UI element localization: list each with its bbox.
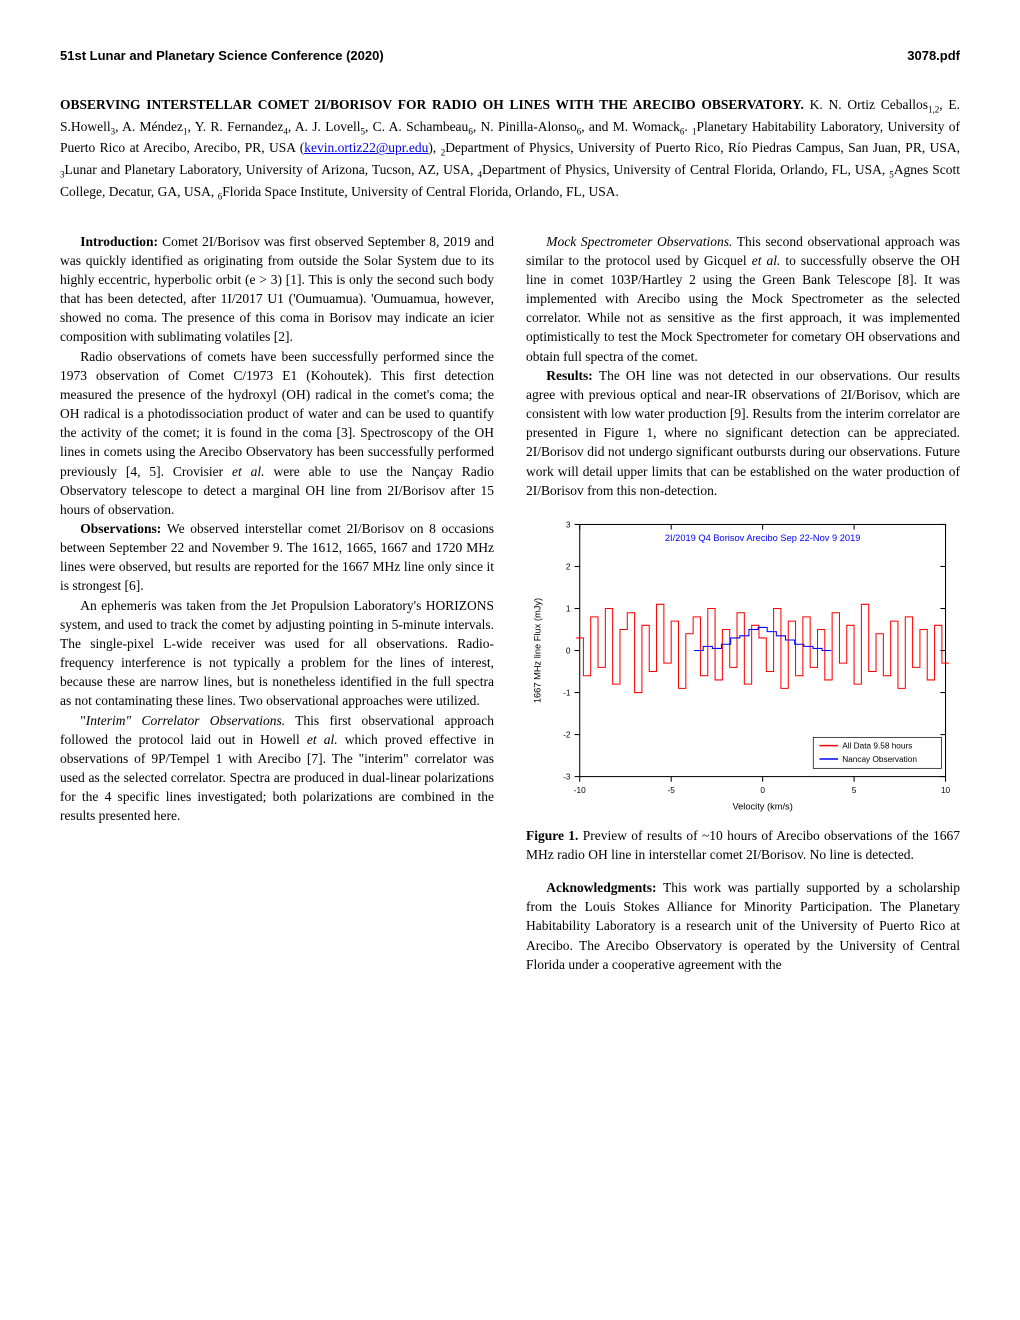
svg-text:-1: -1 [563,689,571,698]
observations-paragraph: Observations: We observed interstellar c… [60,519,494,596]
author-6: , C. A. Schambeau [365,119,468,134]
intro-heading: Introduction: [80,234,162,249]
svg-text:0: 0 [566,646,571,655]
radio-obs-paragraph: Radio observations of comets have been s… [60,347,494,519]
svg-text:Velocity (km/s): Velocity (km/s) [732,802,792,812]
affil-text-2: Department of Physics, University of Pue… [445,140,960,155]
title-block: OBSERVING INTERSTELLAR COMET 2I/BORISOV … [60,95,960,204]
intro-body: Comet 2I/Borisov was first observed Sept… [60,234,494,345]
svg-text:-2: -2 [563,731,571,740]
affil-text-3: Lunar and Planetary Laboratory, Universi… [65,162,478,177]
svg-text:-3: -3 [563,773,571,782]
etal-2: et al. [307,732,338,747]
affil-text-4: Department of Physics, University of Cen… [482,162,889,177]
results-body: The OH line was not detected in our obse… [526,368,960,498]
ephemeris-text: An ephemeris was taken from the Jet Prop… [60,598,494,709]
mock-text-b: to successfully observe the OH line in c… [526,253,960,364]
left-column: Introduction: Comet 2I/Borisov was first… [60,232,494,974]
affil-text-6: Florida Space Institute, University of C… [222,184,619,199]
intro-paragraph: Introduction: Comet 2I/Borisov was first… [60,232,494,347]
svg-text:0: 0 [760,786,765,795]
svg-text:Nancay Observation: Nancay Observation [842,755,917,764]
interim-heading: Interim" Correlator Observations. [86,713,285,728]
paper-title: OBSERVING INTERSTELLAR COMET 2I/BORISOV … [60,97,804,112]
acknowledgments-paragraph: Acknowledgments: This work was partially… [526,878,960,974]
figure-1-chart: -10-50510-3-2-10123Velocity (km/s)1667 M… [526,510,960,820]
affil-sep-2: ), [428,140,440,155]
running-header: 51st Lunar and Planetary Science Confere… [60,48,960,63]
etal-3: et al. [752,253,781,268]
author-4: , Y. R. Fernandez [188,119,284,134]
svg-text:All Data 9.58 hours: All Data 9.58 hours [842,742,912,751]
right-column: Mock Spectrometer Observations. This sec… [526,232,960,974]
svg-text:10: 10 [941,786,951,795]
pdf-number: 3078.pdf [907,48,960,63]
interim-paragraph: "Interim" Correlator Observations. This … [60,711,494,826]
author-7: , N. Pinilla-Alonso [473,119,577,134]
results-heading: Results: [546,368,599,383]
conference-name: 51st Lunar and Planetary Science Confere… [60,48,384,63]
aff-sup-1: 1,2 [928,105,939,115]
author-email-link[interactable]: kevin.ortiz22@upr.edu [304,140,428,155]
svg-text:1: 1 [566,604,571,613]
spectrum-line-chart: -10-50510-3-2-10123Velocity (km/s)1667 M… [526,510,960,820]
radio-obs-text-a: Radio observations of comets have been s… [60,349,494,479]
figure-1-caption: Figure 1. Preview of results of ~10 hour… [526,826,960,864]
svg-text:3: 3 [566,520,571,529]
author-8: , and M. Womack [581,119,680,134]
svg-text:-5: -5 [668,786,676,795]
mock-paragraph: Mock Spectrometer Observations. This sec… [526,232,960,366]
etal-1: et al. [232,464,265,479]
figure-1-label: Figure 1. [526,828,578,843]
author-1: K. N. Ortiz Ceballos [804,97,928,112]
svg-text:5: 5 [852,786,857,795]
ephemeris-paragraph: An ephemeris was taken from the Jet Prop… [60,596,494,711]
author-3: , A. Méndez [115,119,183,134]
acknowledgments-heading: Acknowledgments: [546,880,663,895]
svg-text:2: 2 [566,562,571,571]
author-5: , A. J. Lovell [288,119,361,134]
svg-text:2I/2019 Q4 Borisov Arecibo Sep: 2I/2019 Q4 Borisov Arecibo Sep 22-Nov 9 … [665,533,861,543]
mock-heading: Mock Spectrometer Observations. [546,234,732,249]
svg-text:1667 MHz line Flux (mJy): 1667 MHz line Flux (mJy) [532,598,542,703]
svg-text:-10: -10 [574,786,586,795]
figure-1-text: Preview of results of ~10 hours of Areci… [526,828,960,862]
body-columns: Introduction: Comet 2I/Borisov was first… [60,232,960,974]
observations-heading: Observations: [80,521,167,536]
results-paragraph: Results: The OH line was not detected in… [526,366,960,500]
affil-sep: . [684,119,692,134]
